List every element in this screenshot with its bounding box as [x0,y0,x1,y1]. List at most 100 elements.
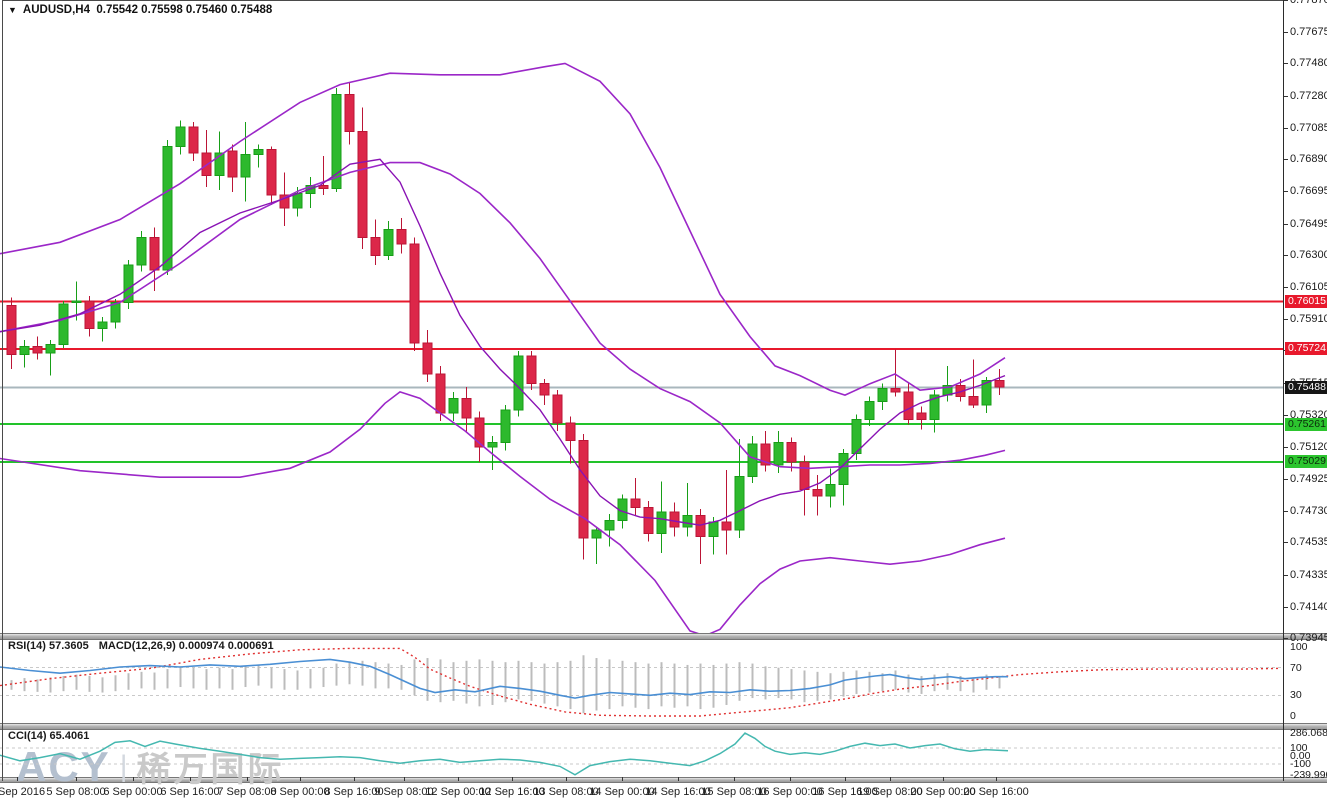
price-tick-mark [1284,255,1288,257]
level-price-badge: 0.75724 [1285,342,1327,356]
candle-body [149,236,160,271]
bollinger-lower-band [0,391,1006,633]
rsi-macd-panel[interactable] [0,638,1284,723]
price-tick-mark [1284,478,1288,480]
time-tick-label: 16 Sep 00:00 [757,786,823,798]
candle-body [344,93,355,133]
time-tick-mark [943,777,944,781]
candle-body [786,441,797,463]
price-tick-label: 0.77870 [1290,0,1327,6]
candle-body [45,344,56,354]
candle-body [851,419,862,455]
rsi-scale-label: 100 [1290,641,1308,653]
main-price-chart[interactable] [0,0,1284,633]
candle-body [266,149,277,196]
candle-body [760,443,771,466]
time-tick-label: 12 Sep 16:00 [479,786,545,798]
candle-body [240,153,251,178]
level-price-badge: 0.75029 [1285,455,1327,469]
rsi-line [0,658,1008,699]
time-tick-label: 20 Sep 16:00 [963,786,1029,798]
symbol-timeframe-label: AUDUSD,H4 [22,4,91,16]
rsi-scale-label: 0 [1290,710,1296,722]
panel-separator[interactable] [0,633,1327,640]
price-tick-label: 0.75910 [1290,312,1327,325]
candle-body [643,506,654,534]
price-tick-mark [1284,638,1288,640]
candle-body [110,301,121,323]
price-tick-label: 0.76105 [1290,280,1327,293]
bollinger-upper-band [0,62,1006,396]
price-tick-mark [1284,0,1288,1]
candle-body [981,379,992,406]
time-tick-mark [890,777,891,781]
rsi-value-label: RSI(14) 57.3605 [8,640,89,652]
price-tick-mark [1284,223,1288,225]
candle-body [916,412,927,421]
time-tick-label: 8 Sep 00:00 [270,786,330,798]
candle-body [708,521,719,538]
candle-body [162,145,173,271]
candle-body [214,152,225,177]
candle-body [903,391,914,421]
candle-body [32,345,43,354]
time-tick-mark [354,777,355,781]
moving-average-line [0,158,1006,526]
cci-scale-label: 0.00 [1290,750,1311,762]
time-tick-mark [300,777,301,781]
price-axis[interactable]: 0.77870 0.77675 0.77480 0.77280 0.77085 0.768… [1284,0,1327,781]
time-tick-label: 8 Sep 16:00 [324,786,384,798]
time-tick-mark [566,777,567,781]
price-tick-mark [1284,159,1288,161]
price-tick-mark [1284,286,1288,288]
price-tick-mark [1284,95,1288,97]
candle-body [370,236,381,256]
chart-border-right [1283,0,1284,781]
price-tick-mark [1284,414,1288,416]
cci-panel[interactable] [0,728,1284,777]
time-tick-label: 6 Sep 00:00 [103,786,163,798]
price-tick-mark [1284,447,1288,449]
price-tick-label: 0.74140 [1290,600,1327,613]
candle-body [773,441,784,466]
candle-body [357,131,368,238]
panel-separator[interactable] [0,723,1327,730]
candle-body [318,184,329,190]
chevron-down-icon[interactable]: ▼ [8,5,17,15]
candle-body [292,192,303,209]
candle-body [136,236,147,266]
time-tick-label: 9 Sep 08:00 [374,786,434,798]
watermark-separator: | [119,749,128,783]
cci-scale-label: 286.0687 [1290,727,1327,740]
candle-body [461,397,472,419]
time-tick-mark [190,777,191,781]
price-tick-label: 0.76495 [1290,217,1327,230]
candle-body [591,529,602,539]
price-tick-mark [1284,31,1288,33]
time-tick-label: 12 Sep 00:00 [425,786,491,798]
price-tick-mark [1284,574,1288,576]
price-tick-label: 0.77280 [1290,89,1327,102]
candle-body [994,379,1005,388]
time-tick-mark [458,777,459,781]
candle-body [656,511,667,534]
candle-body [539,383,550,396]
price-tick-label: 0.77085 [1290,121,1327,134]
time-tick-label: 5 Sep 08:00 [46,786,106,798]
candle-body [968,396,979,406]
price-tick-label: 0.74335 [1290,568,1327,581]
price-tick-label: 0.77480 [1290,57,1327,70]
price-tick-mark [1284,63,1288,65]
time-tick-mark [512,777,513,781]
candle-body [396,228,407,245]
current-price-badge: 0.75488 [1285,380,1327,394]
candle-body [58,303,69,346]
time-tick-mark [133,777,134,781]
price-tick-mark [1284,318,1288,320]
time-tick-mark [790,777,791,781]
candle-body [526,355,537,385]
panel-separator[interactable] [0,777,1327,783]
time-tick-mark [678,777,679,781]
chart-border-left [2,0,3,781]
